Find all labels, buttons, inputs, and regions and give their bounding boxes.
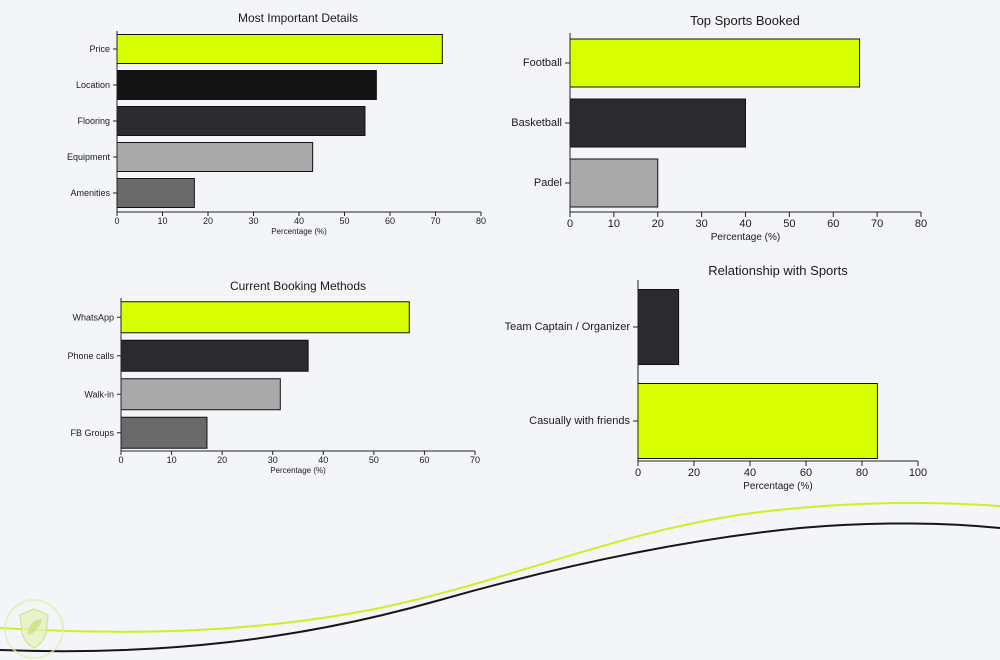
x-tick-label: 100 <box>909 467 927 479</box>
bar-location <box>116 70 377 100</box>
x-axis-title: Percentage (%) <box>271 227 327 236</box>
x-tick-label: 50 <box>339 216 349 226</box>
x-tick-label: 10 <box>167 455 177 465</box>
x-tick-label: 50 <box>783 218 795 230</box>
bar-whatsapp <box>120 301 410 334</box>
chart-title: Current Booking Methods <box>230 279 366 293</box>
chart-title: Most Important Details <box>238 11 358 25</box>
category-label-fb-groups: FB Groups <box>70 428 114 438</box>
x-tick-label: 0 <box>114 216 119 226</box>
category-label-team-captain-organizer: Team Captain / Organizer <box>505 321 631 333</box>
category-label-amenities: Amenities <box>70 188 110 198</box>
bar-fb-groups <box>120 416 208 449</box>
bar-price <box>116 34 443 64</box>
x-tick-label: 40 <box>744 467 756 479</box>
chart-relationship-with-sports: Relationship with Sports Team Captain / O… <box>505 263 928 492</box>
x-tick-label: 70 <box>470 455 480 465</box>
category-label-casually-with-friends: Casually with friends <box>529 415 630 427</box>
x-tick-label: 30 <box>268 455 278 465</box>
chart-title: Relationship with Sports <box>708 263 848 278</box>
x-tick-label: 80 <box>915 218 927 230</box>
category-label-price: Price <box>89 44 110 54</box>
category-label-walk-in: Walk-in <box>84 389 114 399</box>
x-tick-label: 60 <box>385 216 395 226</box>
category-label-padel: Padel <box>534 177 562 189</box>
bar-flooring <box>116 106 366 136</box>
x-tick-label: 70 <box>871 218 883 230</box>
category-label-location: Location <box>76 80 110 90</box>
x-tick-label: 0 <box>118 455 123 465</box>
x-tick-label: 10 <box>608 218 620 230</box>
chart-top-sports-booked: Top Sports Booked Football Basketball Padel… <box>511 13 927 243</box>
chart-title: Top Sports Booked <box>690 13 800 28</box>
category-label-football: Football <box>523 57 562 69</box>
x-tick-label: 0 <box>567 218 573 230</box>
category-label-flooring: Flooring <box>77 116 110 126</box>
shield-leaf-logo <box>4 599 64 659</box>
x-axis-title: Percentage (%) <box>711 232 780 243</box>
x-axis-title: Percentage (%) <box>743 481 812 492</box>
category-label-phone-calls: Phone calls <box>67 351 114 361</box>
x-tick-label: 40 <box>318 455 328 465</box>
category-label-equipment: Equipment <box>67 152 111 162</box>
bar-equipment <box>116 142 314 172</box>
x-tick-label: 30 <box>248 216 258 226</box>
x-tick-label: 40 <box>739 218 751 230</box>
x-tick-label: 20 <box>652 218 664 230</box>
x-tick-label: 60 <box>800 467 812 479</box>
x-tick-label: 60 <box>827 218 839 230</box>
bar-padel <box>569 158 659 208</box>
category-label-basketball: Basketball <box>511 117 562 129</box>
x-tick-label: 60 <box>419 455 429 465</box>
x-tick-label: 40 <box>294 216 304 226</box>
bar-football <box>569 38 861 88</box>
x-tick-label: 70 <box>430 216 440 226</box>
bar-basketball <box>569 98 746 148</box>
x-tick-label: 30 <box>696 218 708 230</box>
decorative-dark-wave <box>0 522 1000 653</box>
x-tick-label: 20 <box>217 455 227 465</box>
x-tick-label: 80 <box>856 467 868 479</box>
bar-walk-in <box>120 378 281 411</box>
bar-amenities <box>116 178 195 208</box>
bar-casually-with-friends <box>637 383 878 459</box>
bar-team-captain-organizer <box>637 289 680 365</box>
x-tick-label: 20 <box>203 216 213 226</box>
x-tick-label: 50 <box>369 455 379 465</box>
x-tick-label: 80 <box>476 216 486 226</box>
x-axis-title: Percentage (%) <box>270 466 326 475</box>
x-tick-label: 20 <box>688 467 700 479</box>
chart-current-booking-methods: Current Booking Methods WhatsApp Phone cal… <box>67 279 480 475</box>
chart-most-important-details: Most Important Details Price Location Floor… <box>67 11 486 236</box>
x-tick-label: 10 <box>157 216 167 226</box>
x-tick-label: 0 <box>635 467 641 479</box>
decorative-lime-wave <box>0 501 1000 633</box>
bar-phone-calls <box>120 339 309 372</box>
category-label-whatsapp: WhatsApp <box>72 312 114 322</box>
